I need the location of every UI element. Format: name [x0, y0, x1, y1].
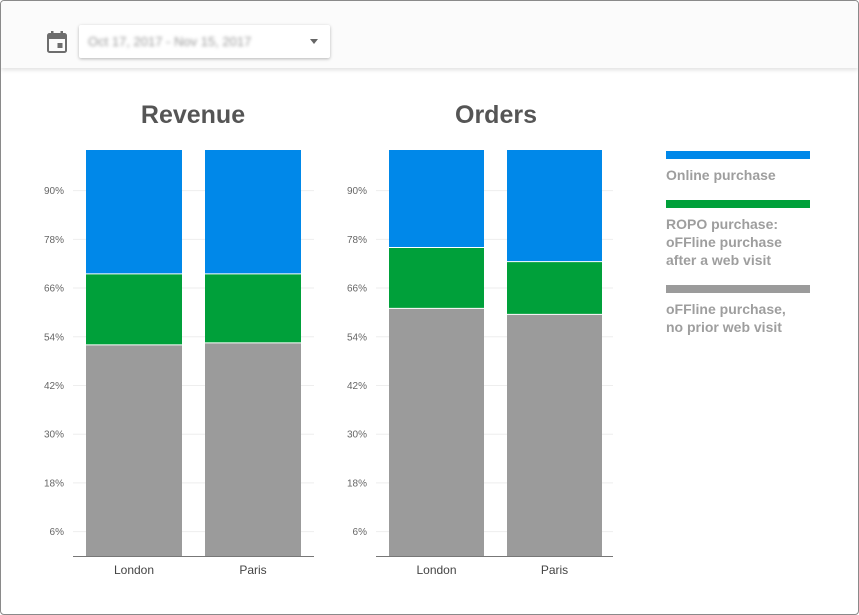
legend-swatch-ropo	[666, 200, 810, 208]
y-tick-label: 6%	[353, 527, 368, 538]
chart-legend: Online purchase ROPO purchase: oFFline pu…	[666, 151, 811, 336]
bar-offline-paris	[205, 342, 301, 556]
legend-label-online: Online purchase	[666, 167, 776, 183]
x-category-label: London	[114, 563, 154, 577]
calendar-icon[interactable]	[47, 31, 67, 53]
x-category-label: London	[416, 563, 456, 577]
bar-offline-london	[389, 308, 484, 556]
legend-label-offline: oFFline purchase, no prior web visit	[666, 301, 786, 335]
legend-item-offline: oFFline purchase, no prior web visit	[666, 285, 811, 336]
y-tick-label: 18%	[44, 478, 64, 489]
date-range-selector[interactable]: Oct 17, 2017 - Nov 15, 2017	[79, 25, 330, 58]
caret-down-icon	[310, 39, 318, 44]
date-range-toolbar: Oct 17, 2017 - Nov 15, 2017	[1, 1, 858, 68]
bar-online-london	[389, 150, 484, 248]
y-tick-label: 54%	[44, 332, 64, 343]
bar-ropo-paris	[507, 261, 602, 315]
bar-offline-paris	[507, 314, 602, 556]
y-tick-label: 78%	[44, 235, 64, 246]
y-tick-label: 54%	[347, 332, 367, 343]
legend-swatch-offline	[666, 285, 810, 293]
y-tick-label: 30%	[347, 430, 367, 441]
x-category-label: Paris	[541, 563, 568, 577]
x-category-label: Paris	[239, 563, 266, 577]
y-tick-label: 6%	[50, 527, 65, 538]
y-tick-label: 78%	[347, 235, 367, 246]
bar-ropo-london	[86, 273, 182, 345]
y-tick-label: 66%	[347, 284, 367, 295]
bar-online-paris	[507, 150, 602, 262]
y-tick-label: 42%	[44, 381, 64, 392]
bar-online-paris	[205, 150, 301, 274]
y-tick-label: 90%	[44, 186, 64, 197]
y-tick-label: 90%	[347, 186, 367, 197]
bar-online-london	[86, 150, 182, 274]
chart-title: Revenue	[141, 101, 245, 129]
bar-offline-london	[86, 344, 182, 556]
bar-ropo-paris	[205, 273, 301, 343]
y-tick-label: 30%	[44, 430, 64, 441]
date-range-value: Oct 17, 2017 - Nov 15, 2017	[88, 34, 252, 49]
chart-title: Orders	[455, 101, 537, 129]
y-tick-label: 42%	[347, 381, 367, 392]
legend-label-ropo: ROPO purchase: oFFline purchase after a …	[666, 216, 782, 268]
y-tick-label: 18%	[347, 478, 367, 489]
legend-item-ropo: ROPO purchase: oFFline purchase after a …	[666, 200, 811, 269]
legend-item-online: Online purchase	[666, 151, 811, 184]
legend-swatch-online	[666, 151, 810, 159]
bar-ropo-london	[389, 247, 484, 309]
y-tick-label: 66%	[44, 284, 64, 295]
